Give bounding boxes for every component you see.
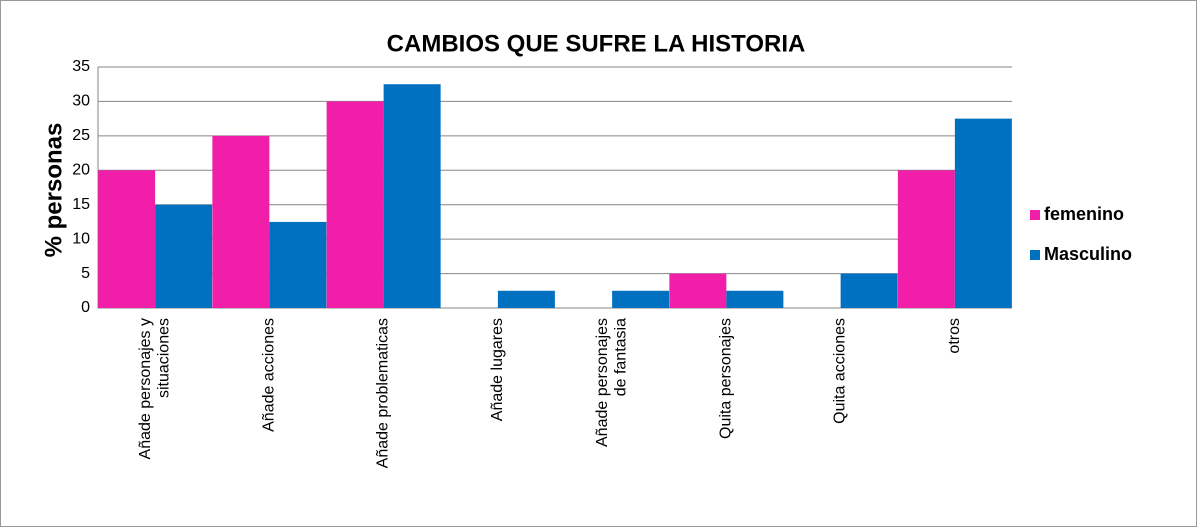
y-tick-label: 10 — [72, 230, 90, 247]
bar — [669, 273, 727, 308]
bar — [612, 290, 670, 308]
y-tick-label: 25 — [72, 127, 90, 144]
y-tick-label: 20 — [72, 162, 90, 179]
x-tick-label: Quita acciones — [832, 318, 849, 424]
x-tick-label: Añade acciones — [261, 318, 278, 432]
x-tick-label: Añade personajes ysituaciones — [137, 318, 172, 459]
x-tick-label: Añade lugares — [489, 318, 506, 421]
legend-label: femenino — [1044, 204, 1124, 224]
bar — [497, 290, 555, 308]
bar — [954, 118, 1012, 309]
bar — [840, 273, 898, 308]
bar — [326, 101, 384, 308]
bar — [212, 135, 270, 308]
bar — [269, 221, 327, 308]
y-tick-label: 30 — [72, 93, 90, 110]
y-tick-label: 5 — [81, 265, 90, 282]
x-tick-label: Añade personajesde fantasia — [594, 318, 629, 447]
x-tick-label: Añade problematicas — [375, 318, 392, 468]
legend-swatch — [1030, 210, 1040, 220]
legend-label: Masculino — [1044, 244, 1132, 264]
bar — [383, 84, 441, 308]
bar — [155, 204, 213, 308]
bar — [897, 170, 955, 308]
bar — [98, 170, 156, 308]
bar — [726, 290, 784, 308]
chart-title: CAMBIOS QUE SUFRE LA HISTORIA — [387, 30, 806, 57]
y-tick-label: 15 — [72, 196, 90, 213]
x-tick-label: otros — [946, 318, 963, 354]
x-tick-label: Quita personajes — [718, 318, 735, 439]
y-axis-label: % personas — [40, 123, 67, 258]
y-tick-label: 35 — [72, 58, 90, 75]
y-tick-label: 0 — [81, 299, 90, 316]
legend-swatch — [1030, 250, 1040, 260]
